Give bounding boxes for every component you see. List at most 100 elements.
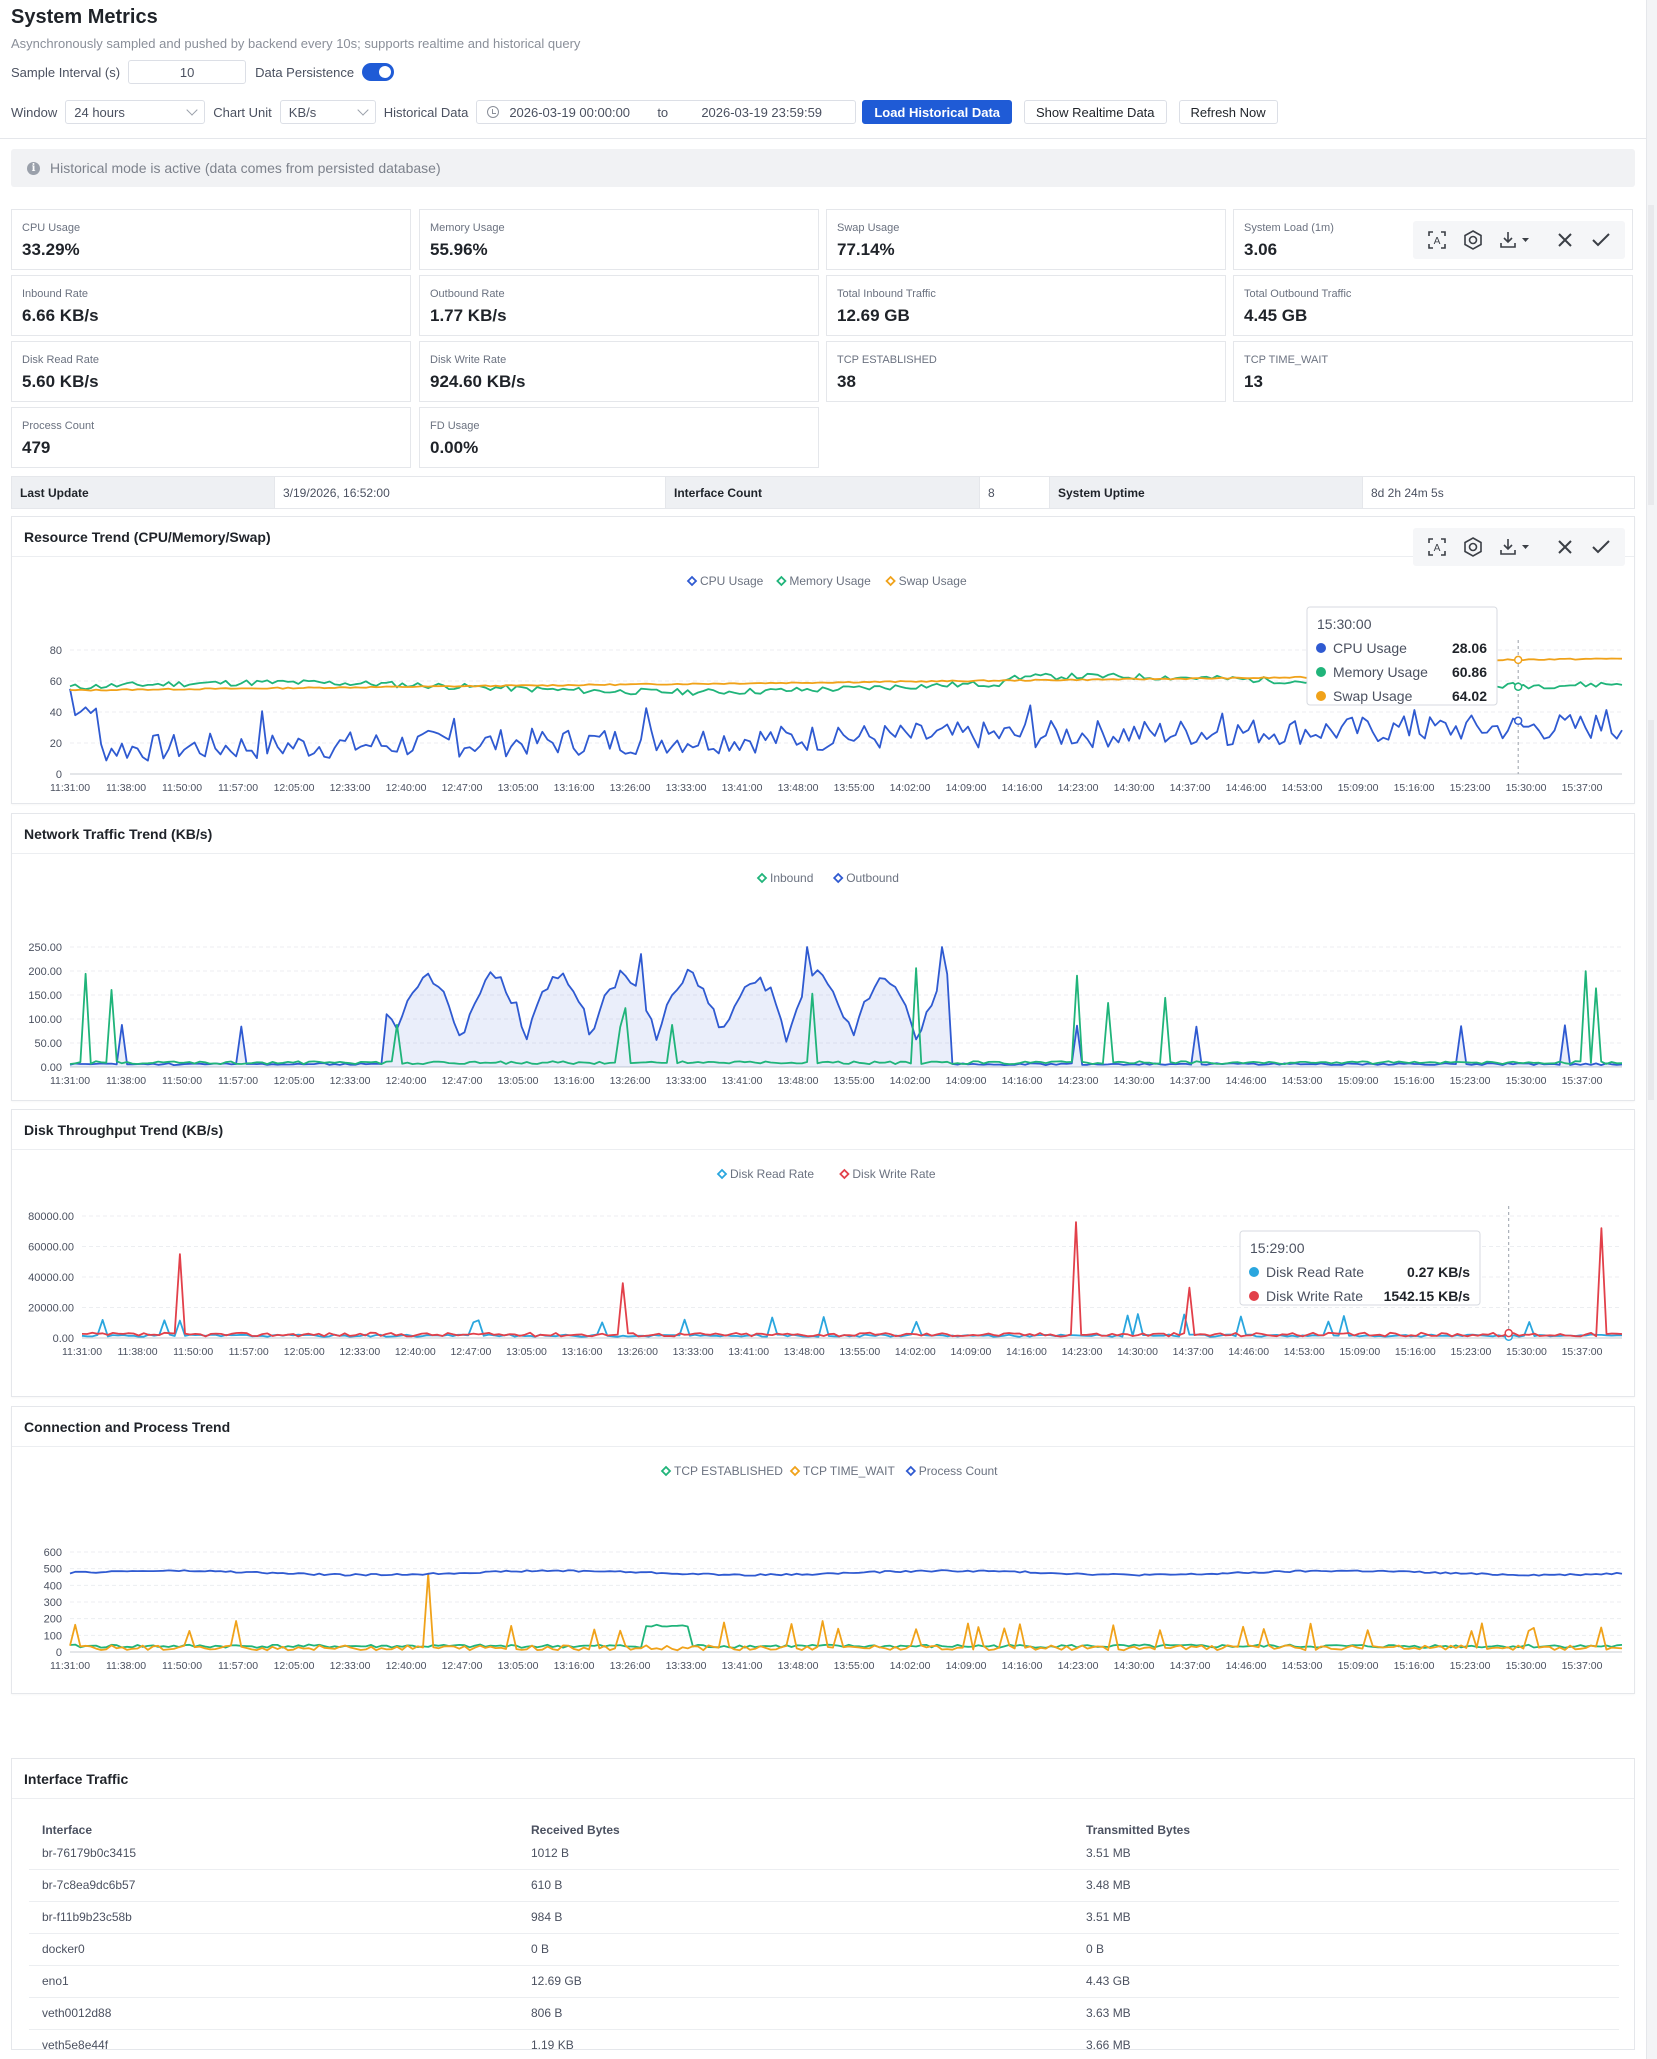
metric-card: CPU Usage 33.29% <box>11 209 411 270</box>
table-row: br-f11b9b23c58b 984 B 3.51 MB <box>29 1902 1619 1934</box>
tooltip-series-name: Disk Read Rate <box>1266 1264 1364 1280</box>
table-row: br-76179b0c3415 1012 B 3.51 MB <box>29 1838 1619 1870</box>
x-tick-label: 13:26:00 <box>617 1346 658 1358</box>
tooltip-series-name: Swap Usage <box>1333 688 1413 704</box>
metric-label: Total Outbound Traffic <box>1244 288 1352 300</box>
hover-point <box>1513 682 1523 691</box>
range-end[interactable]: 2026-03-19 23:59:59 <box>701 104 823 120</box>
legend-item[interactable]: Outbound <box>832 871 899 885</box>
legend-item[interactable]: TCP ESTABLISHED <box>660 1464 783 1478</box>
sample-interval-input[interactable]: 10 <box>128 60 247 84</box>
legend-label: Memory Usage <box>789 574 871 588</box>
transmitted-bytes: 0 B <box>1086 1942 1105 1956</box>
x-tick-label: 14:53:00 <box>1282 1075 1323 1087</box>
interface-name: veth5e8e44f <box>42 2038 109 2052</box>
resource-trend-card: Resource Trend (CPU/Memory/Swap) CPU Usa… <box>11 516 1635 804</box>
legend-item[interactable]: Process Count <box>905 1464 998 1478</box>
x-tick-label: 15:09:00 <box>1339 1346 1380 1358</box>
legend-item[interactable]: TCP TIME_WAIT <box>789 1464 895 1478</box>
page-scrollbar[interactable] <box>1646 0 1657 2059</box>
check-icon[interactable] <box>1587 226 1615 254</box>
x-tick-label: 15:37:00 <box>1562 782 1603 794</box>
y-tick-label: 250.00 <box>28 942 62 954</box>
data-zoom-icon[interactable]: A <box>1423 533 1451 561</box>
x-tick-label: 14:37:00 <box>1170 1660 1211 1672</box>
legend-item[interactable]: Memory Usage <box>776 574 871 588</box>
clock-icon <box>487 106 500 118</box>
x-tick-label: 11:50:00 <box>162 782 202 794</box>
chevron-down-icon <box>186 104 198 116</box>
x-tick-label: 13:41:00 <box>728 1346 769 1358</box>
x-tick-label: 12:40:00 <box>386 1660 427 1672</box>
chart-unit-select[interactable]: KB/s <box>279 100 376 124</box>
interface-name: docker0 <box>42 1942 85 1956</box>
resource-chart: CPU Usage Memory Usage Swap Usage 0 20 40 60 80… <box>50 574 1623 794</box>
close-icon[interactable] <box>1551 533 1579 561</box>
x-tick-label: 14:23:00 <box>1058 1075 1099 1087</box>
x-tick-label: 14:23:00 <box>1058 782 1099 794</box>
legend-item[interactable]: Disk Write Rate <box>839 1167 936 1181</box>
interface-name: veth0012d88 <box>42 2006 112 2020</box>
tooltip-series-name: Disk Write Rate <box>1266 1288 1363 1304</box>
download-icon[interactable] <box>1495 533 1535 561</box>
data-persistence-label: Data Persistence <box>255 64 355 80</box>
restore-icon[interactable] <box>1459 226 1487 254</box>
x-tick-label: 14:16:00 <box>1002 1660 1043 1672</box>
data-persistence-toggle[interactable] <box>362 63 395 81</box>
date-range-picker[interactable]: 2026-03-19 00:00:00 to 2026-03-19 23:59:… <box>476 100 857 124</box>
transmitted-bytes: 3.48 MB <box>1086 1878 1131 1892</box>
metric-card: TCP ESTABLISHED 38 <box>826 341 1226 402</box>
x-tick-label: 14:23:00 <box>1062 1346 1103 1358</box>
metric-label: Outbound Rate <box>430 288 505 300</box>
x-tick-label: 15:30:00 <box>1506 782 1547 794</box>
y-tick-label: 600 <box>44 1547 62 1559</box>
legend-item[interactable]: CPU Usage <box>686 574 764 588</box>
x-tick-label: 13:33:00 <box>666 1075 707 1087</box>
download-icon[interactable] <box>1495 226 1535 254</box>
y-tick-label: 0 <box>56 769 62 781</box>
data-zoom-icon[interactable]: A <box>1423 226 1451 254</box>
legend-item[interactable]: Disk Read Rate <box>716 1167 814 1181</box>
show-realtime-button[interactable]: Show Realtime Data <box>1024 100 1167 124</box>
x-tick-label: 15:37:00 <box>1562 1075 1603 1087</box>
metric-value: 13 <box>1244 372 1263 391</box>
close-icon[interactable] <box>1551 226 1579 254</box>
restore-icon[interactable] <box>1459 533 1487 561</box>
table-row: veth0012d88 806 B 3.63 MB <box>29 1998 1619 2030</box>
tooltip-series-name: Memory Usage <box>1333 664 1428 680</box>
conn-series-line-1 <box>69 1572 1623 1652</box>
legend-item[interactable]: Swap Usage <box>885 574 967 588</box>
x-tick-label: 14:02:00 <box>890 782 931 794</box>
connection-trend-card: Connection and Process Trend TCP ESTABLI… <box>11 1406 1635 1694</box>
window-select[interactable]: 24 hours <box>65 100 206 124</box>
legend-label: Process Count <box>919 1464 998 1478</box>
load-historical-button[interactable]: Load Historical Data <box>862 100 1013 124</box>
x-tick-label: 14:46:00 <box>1226 782 1267 794</box>
x-tick-label: 14:30:00 <box>1117 1346 1158 1358</box>
x-tick-label: 15:16:00 <box>1394 1660 1435 1672</box>
x-tick-label: 13:41:00 <box>722 1075 763 1087</box>
notice-text: Historical mode is active (data comes fr… <box>50 160 441 176</box>
connection-trend-title: Connection and Process Trend <box>12 1407 1634 1447</box>
x-tick-label: 12:47:00 <box>450 1346 491 1358</box>
tooltip-time: 15:30:00 <box>1317 616 1372 632</box>
x-tick-label: 13:26:00 <box>610 782 651 794</box>
chevron-down-icon <box>357 104 369 116</box>
check-icon[interactable] <box>1587 533 1615 561</box>
metric-card: Total Outbound Traffic 4.45 GB <box>1233 275 1633 336</box>
x-tick-label: 12:05:00 <box>274 1075 315 1087</box>
metric-card: TCP TIME_WAIT 13 <box>1233 341 1633 402</box>
metric-value: 55.96% <box>430 240 488 259</box>
refresh-now-button[interactable]: Refresh Now <box>1178 100 1278 124</box>
x-tick-label: 14:16:00 <box>1002 1075 1043 1087</box>
x-tick-label: 13:16:00 <box>554 1660 595 1672</box>
controls-row-1: Sample Interval (s) 10 Data Persistence <box>11 60 395 84</box>
x-tick-label: 13:16:00 <box>554 1075 595 1087</box>
legend-item[interactable]: Inbound <box>756 871 813 885</box>
y-tick-label: 80000.00 <box>28 1211 74 1223</box>
received-bytes: 1012 B <box>531 1846 570 1860</box>
range-start[interactable]: 2026-03-19 00:00:00 <box>509 104 631 120</box>
x-tick-label: 15:16:00 <box>1395 1346 1436 1358</box>
metric-value: 6.66 KB/s <box>22 306 99 325</box>
metric-value: 3.06 <box>1244 240 1278 259</box>
